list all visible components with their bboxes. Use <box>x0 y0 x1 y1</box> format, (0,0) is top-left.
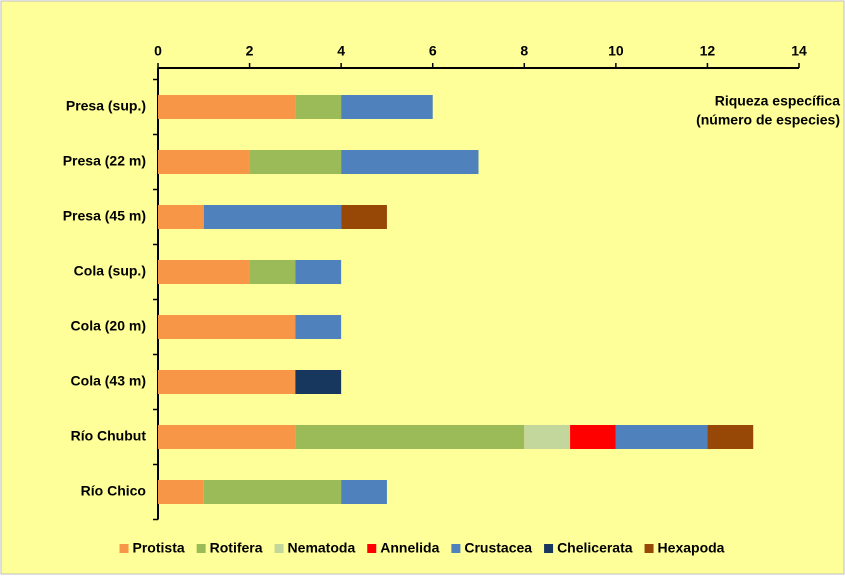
bar-segment <box>295 425 525 449</box>
bar-segment <box>295 370 342 394</box>
y-tick-label: Cola (20 m) <box>71 318 146 334</box>
bar-segment <box>707 425 754 449</box>
bar-segment <box>570 425 616 449</box>
bar-segment <box>249 150 342 174</box>
bar-segment <box>341 150 479 174</box>
legend-swatch <box>367 544 377 553</box>
legend-label: Crustacea <box>464 540 532 556</box>
bar-segment <box>341 480 387 504</box>
bar-segment <box>158 370 296 394</box>
bar-segment <box>249 260 296 284</box>
legend-label: Protista <box>133 540 185 556</box>
bar-segment <box>158 315 296 339</box>
bar-segment <box>341 95 433 119</box>
bar-segment <box>295 95 342 119</box>
axis-title: (número de especies) <box>696 112 840 128</box>
legend-swatch <box>544 544 554 553</box>
x-tick-label: 4 <box>337 43 345 59</box>
y-tick-label: Presa (sup.) <box>66 98 146 114</box>
x-tick-label: 12 <box>700 43 716 59</box>
legend-label: Annelida <box>380 540 439 556</box>
y-tick-label: Cola (43 m) <box>71 373 146 389</box>
x-tick-label: 0 <box>154 43 162 59</box>
y-tick-label: Presa (22 m) <box>63 153 146 169</box>
legend-swatch <box>196 544 206 553</box>
x-tick-label: 10 <box>608 43 624 59</box>
legend-label: Rotifera <box>210 540 263 556</box>
legend-label: Nematoda <box>288 540 356 556</box>
bar-segment <box>341 205 387 229</box>
x-tick-label: 8 <box>520 43 528 59</box>
bar-segment <box>615 425 708 449</box>
bar-segment <box>158 95 296 119</box>
x-tick-label: 6 <box>429 43 437 59</box>
bar-segment <box>295 260 342 284</box>
bar-segment <box>295 315 342 339</box>
legend-swatch <box>644 544 654 553</box>
legend-swatch <box>451 544 461 553</box>
bar-segment <box>158 260 250 284</box>
legend-label: Hexapoda <box>658 540 725 556</box>
y-tick-label: Río Chico <box>81 483 146 499</box>
y-tick-label: Cola (sup.) <box>74 263 146 279</box>
legend-swatch <box>119 544 129 553</box>
legend-swatch <box>274 544 284 553</box>
bar-segment <box>203 205 342 229</box>
bar-segment <box>158 425 296 449</box>
bar-segment <box>158 205 204 229</box>
y-tick-label: Río Chubut <box>71 428 147 444</box>
legend-label: Chelicerata <box>557 540 633 556</box>
bar-segment <box>158 150 250 174</box>
x-tick-label: 14 <box>791 43 807 59</box>
y-tick-label: Presa (45 m) <box>63 208 146 224</box>
bar-segment <box>158 480 204 504</box>
bar-segment <box>524 425 571 449</box>
axis-title: Riqueza específica <box>715 93 840 109</box>
bar-segment <box>203 480 342 504</box>
x-tick-label: 2 <box>246 43 254 59</box>
